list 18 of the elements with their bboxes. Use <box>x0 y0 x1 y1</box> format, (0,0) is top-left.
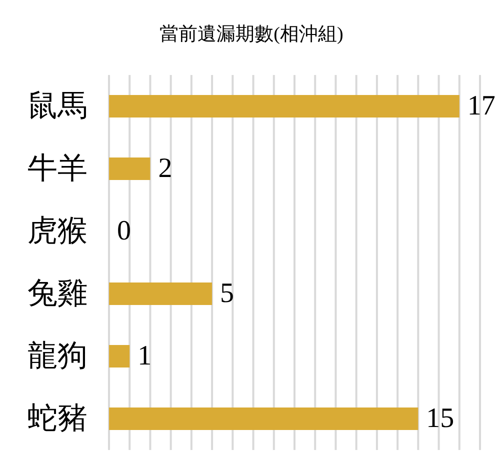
bar <box>109 408 418 430</box>
bar <box>109 345 130 368</box>
data-label: 0 <box>117 215 131 246</box>
chart-title: 當前遺漏期數(相沖組) <box>160 24 344 45</box>
y-tick-label: 龍狗 <box>28 339 88 372</box>
y-tick-label: 鼠馬 <box>28 89 88 122</box>
bar <box>109 95 460 118</box>
y-tick-label: 兔雞 <box>28 276 88 310</box>
data-label: 1 <box>138 340 152 372</box>
data-label: 17 <box>467 90 496 122</box>
y-tick-label: 牛羊 <box>28 152 88 185</box>
bar <box>109 282 212 305</box>
y-tick-label: 蛇豬 <box>28 402 88 435</box>
data-label: 15 <box>426 402 454 434</box>
y-tick-label: 虎猴 <box>28 214 88 248</box>
data-label: 2 <box>158 152 172 184</box>
data-label: 5 <box>220 278 234 309</box>
bar <box>109 158 150 180</box>
